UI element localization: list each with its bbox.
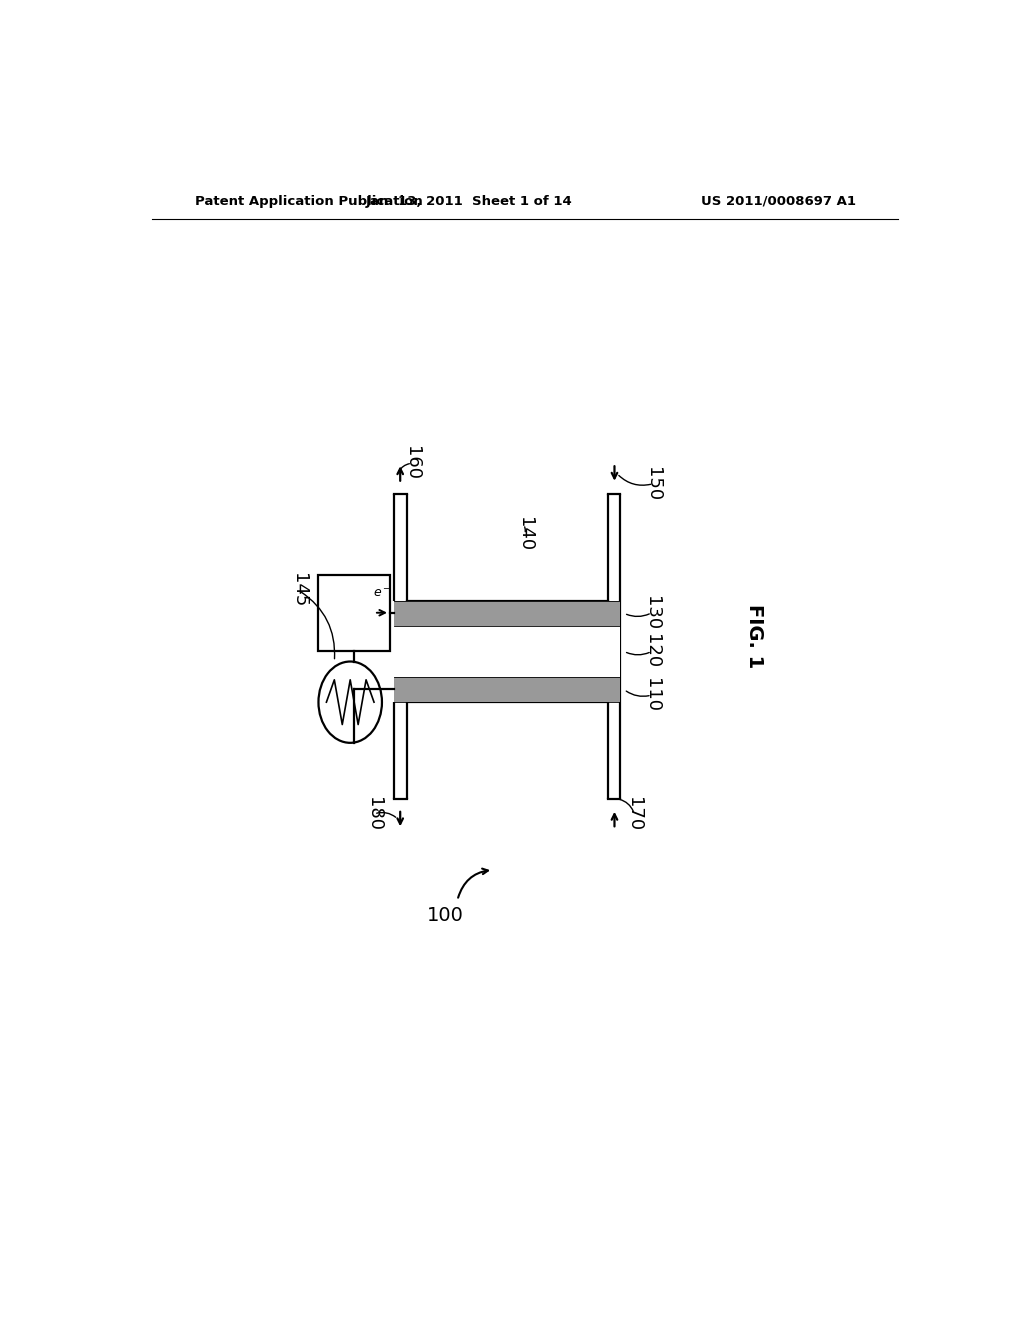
Text: 130: 130	[643, 595, 660, 630]
Text: 145: 145	[290, 573, 307, 607]
Text: 120: 120	[643, 635, 660, 668]
Text: Patent Application Publication: Patent Application Publication	[196, 194, 423, 207]
Text: 170: 170	[626, 797, 643, 832]
Text: 140: 140	[516, 517, 534, 552]
Bar	[394, 601, 621, 626]
Text: Jan. 13, 2011  Sheet 1 of 14: Jan. 13, 2011 Sheet 1 of 14	[366, 194, 572, 207]
Text: 100: 100	[427, 906, 464, 925]
Text: 110: 110	[643, 678, 660, 711]
Bar	[394, 677, 621, 702]
Text: US 2011/0008697 A1: US 2011/0008697 A1	[701, 194, 856, 207]
Text: 160: 160	[403, 446, 421, 480]
Bar	[394, 626, 621, 677]
Bar	[318, 576, 390, 651]
Circle shape	[318, 661, 382, 743]
Text: $e^-$: $e^-$	[373, 586, 391, 599]
Text: FIG. 1: FIG. 1	[745, 605, 765, 668]
Text: 150: 150	[644, 466, 663, 500]
Text: 180: 180	[365, 797, 383, 832]
